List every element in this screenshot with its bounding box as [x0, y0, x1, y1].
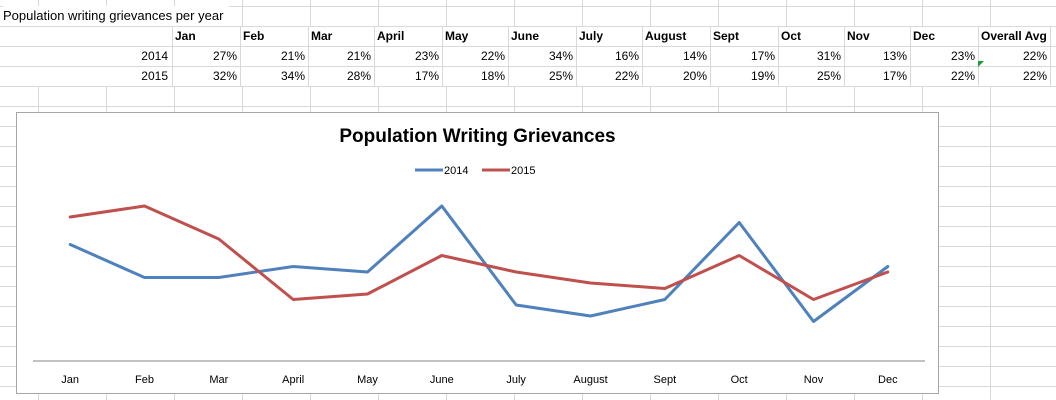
x-tick-label: August — [573, 374, 607, 386]
table-cell[interactable]: 28% — [346, 69, 371, 83]
chart-title: Population Writing Grievances — [339, 126, 615, 147]
data-point[interactable] — [68, 243, 72, 247]
column-header[interactable]: May — [445, 29, 469, 43]
error-indicator-icon — [978, 61, 984, 67]
sheet-title[interactable]: Population writing grievances per year — [3, 6, 230, 26]
data-point[interactable] — [737, 221, 741, 225]
data-point[interactable] — [886, 270, 890, 274]
data-point[interactable] — [143, 204, 147, 208]
table-cell[interactable]: 22% — [480, 49, 505, 63]
x-tick-label: Mar — [209, 374, 228, 386]
data-point[interactable] — [812, 298, 816, 302]
table-cell[interactable]: 16% — [614, 49, 639, 63]
data-point[interactable] — [217, 276, 221, 280]
column-header[interactable]: Nov — [847, 29, 870, 43]
table-area — [0, 26, 1056, 86]
column-header[interactable]: June — [511, 29, 540, 43]
x-tick-label: June — [430, 374, 454, 386]
data-point[interactable] — [514, 270, 518, 274]
table-cell[interactable]: 14% — [682, 49, 707, 63]
data-point[interactable] — [589, 281, 593, 285]
column-header[interactable]: Jan — [175, 29, 196, 43]
column-header[interactable]: April — [377, 29, 405, 43]
data-point[interactable] — [366, 292, 370, 296]
x-tick-label: Jan — [61, 374, 79, 386]
data-point[interactable] — [440, 204, 444, 208]
data-point[interactable] — [663, 298, 667, 302]
table-cell[interactable]: 32% — [212, 69, 237, 83]
table-cell[interactable]: 20% — [682, 69, 707, 83]
table-cell[interactable]: 17% — [882, 69, 907, 83]
x-tick-label: Sept — [654, 374, 677, 386]
row-year-label[interactable]: 2014 — [141, 49, 168, 63]
row-year-label[interactable]: 2015 — [141, 69, 168, 83]
data-point[interactable] — [143, 276, 147, 280]
data-point[interactable] — [663, 287, 667, 291]
table-cell[interactable]: 22% — [1022, 69, 1047, 83]
data-point[interactable] — [886, 265, 890, 269]
table-cell[interactable]: 34% — [280, 69, 305, 83]
series-line-2015[interactable] — [68, 204, 890, 301]
data-point[interactable] — [589, 314, 593, 318]
line-chart: Population Writing Grievances 2014 2015 Jan… — [33, 126, 925, 386]
data-point[interactable] — [366, 270, 370, 274]
x-tick-label: Feb — [135, 374, 154, 386]
data-point[interactable] — [812, 320, 816, 324]
x-tick-label: May — [357, 374, 378, 386]
table-cell[interactable]: 34% — [548, 49, 573, 63]
column-header[interactable]: August — [645, 29, 687, 43]
table-cell[interactable]: 22% — [1022, 49, 1047, 63]
data-point[interactable] — [514, 303, 518, 307]
series-line-2014[interactable] — [68, 204, 890, 323]
table-cell[interactable]: 13% — [882, 49, 907, 63]
x-tick-label: Nov — [804, 374, 824, 386]
data-point[interactable] — [68, 215, 72, 219]
table-cell[interactable]: 25% — [816, 69, 841, 83]
table-cell[interactable]: 18% — [480, 69, 505, 83]
data-point[interactable] — [217, 237, 221, 241]
chart-container[interactable]: Population Writing Grievances 2014 2015 Jan… — [16, 112, 939, 394]
data-point[interactable] — [737, 254, 741, 258]
table-cell[interactable]: 21% — [280, 49, 305, 63]
table-cell[interactable]: 22% — [950, 69, 975, 83]
column-header[interactable]: Feb — [243, 29, 265, 43]
column-header[interactable]: Oct — [781, 29, 802, 43]
table-cell[interactable]: 17% — [750, 49, 775, 63]
legend-label: 2015 — [511, 165, 535, 177]
data-point[interactable] — [291, 265, 295, 269]
x-tick-label: Dec — [878, 374, 898, 386]
column-header[interactable]: Mar — [311, 29, 333, 43]
x-tick-label: July — [506, 374, 526, 386]
x-tick-label: Oct — [731, 374, 748, 386]
table-cell[interactable]: 22% — [614, 69, 639, 83]
table-cell[interactable]: 19% — [750, 69, 775, 83]
column-header[interactable]: Sept — [713, 29, 740, 43]
data-point[interactable] — [440, 254, 444, 258]
x-tick-label: April — [282, 374, 304, 386]
column-header[interactable]: July — [579, 29, 604, 43]
table-cell[interactable]: 21% — [346, 49, 371, 63]
table-cell[interactable]: 17% — [414, 69, 439, 83]
data-point[interactable] — [291, 298, 295, 302]
legend-label: 2014 — [444, 165, 468, 177]
column-header[interactable]: Dec — [913, 29, 936, 43]
table-cell[interactable]: 23% — [414, 49, 439, 63]
table-cell[interactable]: 27% — [212, 49, 237, 63]
column-header[interactable]: Overall Avg — [981, 29, 1047, 43]
table-cell[interactable]: 25% — [548, 69, 573, 83]
table-cell[interactable]: 23% — [950, 49, 975, 63]
table-cell[interactable]: 31% — [816, 49, 841, 63]
